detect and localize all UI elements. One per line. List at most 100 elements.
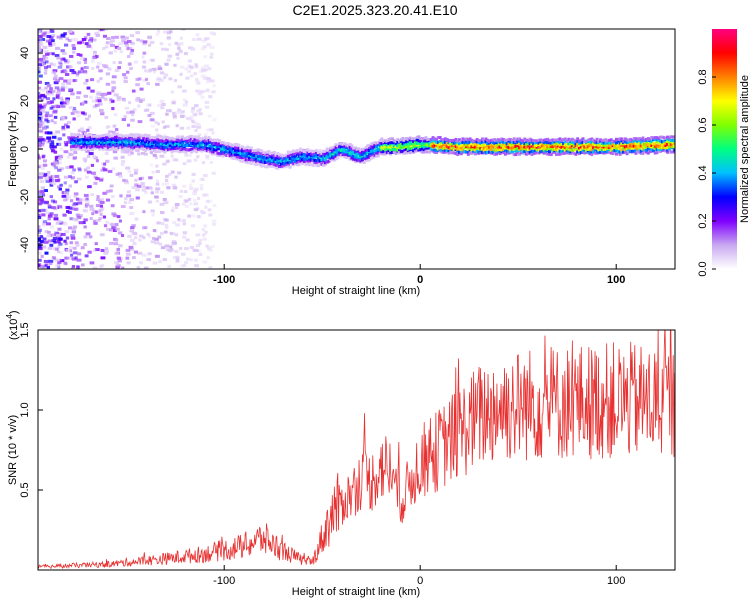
spectrogram-signal-cell (350, 151, 354, 155)
spectrogram-noise-cell (165, 223, 169, 227)
spectrogram-noise-cell (181, 202, 186, 206)
spectrogram-noise-cell (138, 238, 142, 242)
spectrogram-signal-cell (491, 141, 495, 145)
spectrogram-noise-cell (193, 202, 199, 206)
spectrogram-signal-cell (586, 145, 590, 149)
spectrogram-noise-cell (117, 259, 122, 263)
spectrogram-signal-cell (613, 146, 617, 150)
spectrogram-signal-cell (405, 145, 409, 149)
spectrogram-signal-cell (265, 165, 269, 169)
spectrogram-signal-cell (433, 137, 437, 141)
spectrogram-noise-cell (138, 234, 144, 238)
spectrogram-signal-cell (447, 143, 451, 147)
spectrogram-signal-cell (232, 153, 236, 157)
spectrogram-signal-cell (179, 148, 183, 152)
spectrogram-signal-cell (225, 142, 229, 146)
spectrogram-signal-cell (588, 137, 592, 141)
spectrogram-noise-cell (39, 180, 45, 184)
spectrogram-signal-cell (91, 134, 95, 138)
spectrogram-signal-cell (115, 139, 119, 143)
spectrogram-signal-cell (91, 144, 95, 148)
spectrogram-noise-cell (70, 111, 75, 115)
snr-panel: -100 0 100 0.51.01.5 Height of straight li… (5, 310, 676, 598)
spectrogram-noise-cell (203, 132, 208, 136)
spectrogram-signal-cell (473, 139, 477, 143)
spectrogram-signal-cell (408, 148, 412, 152)
spectrogram-signal-cell (332, 156, 336, 160)
spectrogram-signal-cell (336, 156, 340, 160)
spectrogram-signal-cell (278, 157, 282, 161)
spectrogram-signal-cell (129, 145, 133, 149)
spectrogram-signal-cell (108, 137, 112, 141)
spectrogram-signal-cell (537, 141, 541, 145)
spectrogram-signal-cell (375, 141, 379, 145)
spectrogram-noise-cell (165, 160, 170, 164)
spectrogram-noise-cell (172, 220, 177, 224)
spectrogram-noise-cell (196, 155, 200, 159)
spectrogram-noise-cell (157, 67, 163, 71)
spectrogram-signal-cell (403, 146, 407, 150)
spectrogram-signal-cell (315, 159, 319, 163)
spectrogram-signal-cell (175, 141, 179, 145)
spectrogram-noise-cell (49, 29, 54, 32)
spectrogram-noise-cell (96, 65, 100, 69)
spectrogram-signal-cell (98, 145, 102, 149)
spectrogram-noise-cell (41, 32, 47, 36)
spectrogram-noise-cell (154, 237, 159, 241)
spectrogram-signal-cell (577, 146, 581, 150)
spectrogram-signal-cell (669, 139, 673, 143)
spectrogram-noise-cell (212, 84, 216, 88)
spectrogram-signal-cell (475, 138, 479, 142)
spectrogram-signal-cell (262, 151, 266, 155)
spectrogram-signal-cell (627, 141, 631, 145)
spectrogram-noise-cell (59, 62, 63, 66)
spectrogram-signal-cell (80, 145, 84, 149)
spectrogram-noise-cell (129, 238, 135, 242)
spectrogram-signal-cell (121, 147, 125, 151)
spectrogram-noise-cell (41, 245, 47, 249)
spectrogram-noise-cell (52, 42, 56, 46)
spectrogram-signal-cell (590, 150, 594, 154)
spectrogram-noise-cell (166, 36, 171, 40)
spectrogram-signal-cell (271, 159, 275, 163)
spectrogram-signal-cell (562, 147, 566, 151)
spectrogram-noise-cell (137, 251, 143, 255)
spectrogram-signal-cell (293, 149, 297, 153)
spectrogram-signal-cell (459, 152, 463, 156)
spectrogram-noise-cell (55, 221, 60, 225)
spectrogram-signal-cell (579, 145, 583, 149)
spectrogram-noise-cell (107, 169, 113, 173)
spectrogram-noise-cell (68, 87, 73, 91)
spectrogram-signal-cell (78, 145, 82, 149)
spectrogram-signal-cell (519, 138, 523, 142)
spectrogram-signal-cell (73, 141, 77, 145)
spectrogram-signal-cell (376, 147, 380, 151)
spectrogram-signal-cell (556, 139, 560, 143)
spectrogram-signal-cell (135, 139, 139, 143)
spectrogram-signal-cell (311, 154, 315, 158)
spectrogram-noise-cell (198, 238, 202, 242)
spectrogram-signal-cell (200, 149, 204, 153)
spectrogram-signal-cell (498, 145, 502, 149)
spectrogram-signal-cell (221, 141, 225, 145)
spectrogram-noise-cell (50, 92, 54, 96)
spectrogram-noise-cell (51, 256, 56, 260)
spectrogram-signal-cell (466, 150, 470, 154)
spectrogram-noise-cell (38, 190, 41, 194)
spectrogram-noise-cell (40, 88, 45, 92)
spectrogram-signal-cell (639, 151, 643, 155)
spectrogram-signal-cell (166, 143, 170, 147)
spectrogram-signal-cell (662, 146, 666, 150)
spectrogram-noise-cell (174, 41, 179, 45)
spectrogram-signal-cell (502, 145, 506, 149)
spectrogram-signal-cell (267, 157, 271, 161)
spectrogram-noise-cell (44, 200, 49, 204)
spectrogram-noise-cell (46, 92, 51, 96)
spectrogram-signal-cell (242, 153, 246, 157)
spectrogram-noise-cell (94, 103, 100, 107)
spectrogram-signal-cell (73, 137, 77, 141)
spectrogram-signal-cell (600, 143, 604, 147)
spectrogram-noise-cell (196, 81, 201, 85)
spectrogram-signal-cell (413, 149, 417, 153)
spectrogram-signal-cell (112, 133, 116, 137)
